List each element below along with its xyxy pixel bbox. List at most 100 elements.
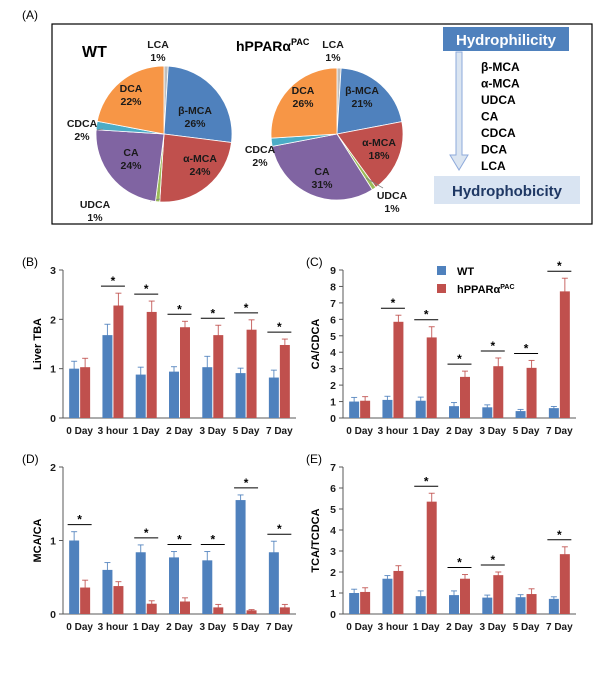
bar-wt-7-day	[268, 377, 279, 418]
y-axis-label: CA/CDCA	[310, 319, 322, 370]
pie-title-hppar: hPPARαPAC	[236, 37, 310, 54]
bar-wt-7-day	[548, 408, 559, 418]
significance-marker: *	[277, 320, 282, 334]
x-tick-label-3-day: 3 Day	[199, 622, 226, 633]
pie-slice-alpha-mca	[336, 121, 404, 188]
bar-wt-3-day	[202, 560, 213, 614]
x-tick-label-1-day: 1 Day	[413, 622, 440, 633]
pie-label-cdca: CDCA	[245, 144, 276, 156]
scale-item-cdca: CDCA	[481, 126, 516, 140]
pie-label-udca: UDCA	[80, 199, 111, 211]
bar-hppar-1-day	[426, 501, 437, 614]
x-tick-label-2-day: 2 Day	[166, 426, 193, 437]
pie-percent-beta-mca: 21%	[351, 98, 373, 110]
bar-wt-0-day	[69, 540, 80, 614]
scale-item-ca: CA	[481, 110, 499, 124]
bar-wt-3-day	[482, 407, 493, 418]
pie-percent-ca: 31%	[311, 179, 333, 191]
bar-hppar-5-day	[246, 329, 257, 418]
significance-marker: *	[457, 352, 462, 366]
bar-hppar-7-day	[559, 554, 570, 614]
bar-hppar-3-day	[213, 335, 224, 418]
y-tick-label: 5	[330, 504, 336, 516]
scale-item-alpha-mca: α-MCA	[481, 77, 520, 91]
pie-slice-alpha-mca	[159, 133, 232, 203]
x-tick-label-3-hour: 3 hour	[378, 622, 409, 633]
significance-marker: *	[144, 526, 149, 540]
x-tick-label-3-hour: 3 hour	[98, 426, 129, 437]
y-tick-label: 4	[330, 347, 336, 359]
bar-hppar-3-hour	[393, 321, 404, 418]
pie-percent-alpha-mca: 24%	[189, 166, 211, 178]
x-tick-label-7-day: 7 Day	[266, 622, 293, 633]
pie-label-dca: DCA	[120, 83, 143, 95]
down-arrow-icon	[449, 51, 469, 171]
x-tick-label-5-day: 5 Day	[513, 622, 540, 633]
x-tick-label-2-day: 2 Day	[166, 622, 193, 633]
significance-marker: *	[177, 533, 182, 547]
pie-label-lca: LCA	[147, 39, 169, 51]
x-tick-label-5-day: 5 Day	[233, 622, 260, 633]
pie-label-udca: UDCA	[377, 190, 408, 202]
pie-slice-dca	[270, 67, 338, 139]
pie-title-wt: WT	[82, 44, 107, 61]
bar-wt-0-day	[349, 401, 360, 418]
x-tick-label-7-day: 7 Day	[546, 426, 573, 437]
significance-marker: *	[391, 296, 396, 310]
x-tick-label-1-day: 1 Day	[133, 622, 160, 633]
bar-hppar-2-day	[180, 601, 190, 614]
bar-hppar-0-day	[80, 587, 91, 614]
bar-hppar-2-day	[460, 578, 470, 614]
bar-hppar-5-day	[526, 594, 537, 614]
bar-chart-tca-tcdca: 0 1 2 3 4 5 6 7 TCA/TCDCA 0 Day 3 hour 1 Day * 2 Day *…	[310, 462, 576, 633]
panel-label-d: (D)	[22, 452, 39, 466]
x-tick-label-5-day: 5 Day	[513, 426, 540, 437]
significance-marker: *	[424, 474, 429, 488]
hydrophobicity-scale: Hydrophilicity β-MCA α-MCA UDCA CA CDCA DCA LC…	[434, 27, 580, 204]
x-tick-label-3-day: 3 Day	[479, 622, 506, 633]
x-tick-label-1-day: 1 Day	[413, 426, 440, 437]
x-tick-label-0-day: 0 Day	[346, 426, 373, 437]
y-tick-label: 5	[330, 331, 336, 343]
bar-hppar-1-day	[146, 311, 157, 418]
pie-label-beta-mca: β-MCA	[345, 85, 379, 97]
significance-marker: *	[277, 522, 282, 536]
significance-marker: *	[490, 553, 495, 567]
significance-marker: *	[524, 341, 529, 355]
panel-a-frame	[51, 23, 593, 225]
bar-wt-2-day	[449, 406, 459, 418]
pie-percent-udca: 1%	[384, 203, 400, 215]
y-tick-label: 2	[50, 462, 56, 474]
x-tick-label-3-day: 3 Day	[199, 426, 226, 437]
bar-chart-ca-cdca: 0 1 2 3 4 5 6 7 8 9 CA/CDCA 0 Day 3 hour * 1 Day * 2 Day…	[310, 259, 576, 437]
hydrophobicity-label: Hydrophobicity	[452, 183, 563, 200]
leader-line	[96, 128, 104, 131]
bar-wt-1-day	[415, 596, 426, 614]
legend-swatch-hppar	[437, 284, 446, 293]
panel-label-c: (C)	[306, 255, 323, 269]
hydrophobicity-box	[434, 176, 580, 204]
y-tick-label: 3	[330, 364, 336, 376]
y-tick-label: 9	[330, 265, 336, 277]
pie-percent-lca: 1%	[150, 52, 166, 64]
bar-wt-5-day	[235, 373, 246, 418]
panel-label-e: (E)	[306, 452, 322, 466]
bar-hppar-7-day	[279, 344, 290, 418]
significance-marker: *	[210, 533, 215, 547]
pie-label-alpha-mca: α-MCA	[183, 153, 217, 165]
pie-percent-ca: 24%	[120, 160, 142, 172]
bar-wt-7-day	[268, 552, 279, 614]
scale-item-beta-mca: β-MCA	[481, 60, 520, 74]
x-tick-label-7-day: 7 Day	[546, 622, 573, 633]
bar-wt-0-day	[69, 368, 80, 418]
significance-marker: *	[77, 513, 82, 527]
x-tick-label-3-day: 3 Day	[479, 426, 506, 437]
scale-item-lca: LCA	[481, 159, 506, 173]
y-tick-label: 0	[330, 413, 336, 425]
scale-item-dca: DCA	[481, 143, 507, 157]
pie-percent-cdca: 2%	[74, 131, 90, 143]
y-tick-label: 3	[50, 265, 56, 277]
y-tick-label: 6	[330, 314, 336, 326]
y-tick-label: 1	[50, 364, 56, 376]
legend-label-hppar: hPPARαPAC	[457, 284, 515, 296]
